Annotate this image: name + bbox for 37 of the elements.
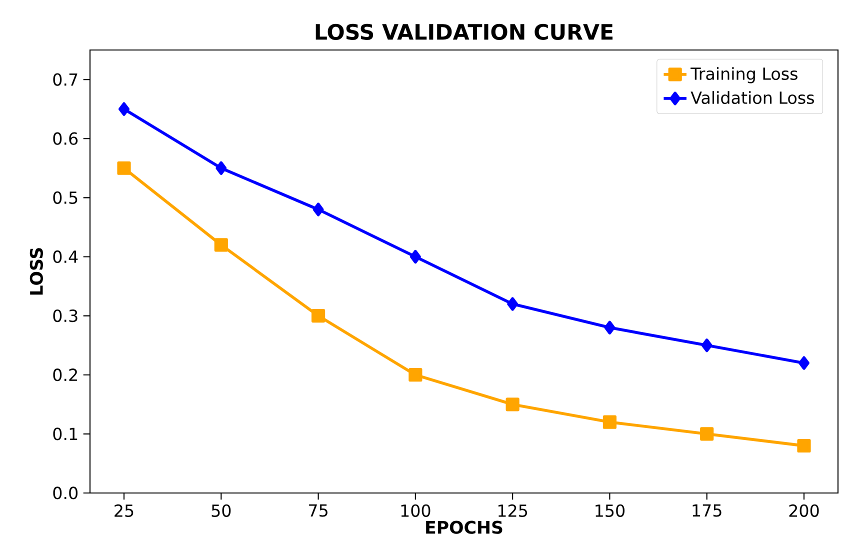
point: [701, 338, 712, 352]
point: [506, 398, 520, 412]
point: [602, 415, 617, 429]
point: [214, 238, 228, 252]
point: [118, 102, 130, 116]
y-tick-label: 0.7: [53, 73, 78, 86]
x-tick-label: 100: [401, 504, 430, 517]
point: [216, 161, 227, 175]
x-axis-title: EPOCHS: [426, 520, 502, 534]
y-axis-title: LOSS: [30, 248, 43, 295]
y-tick-label: 0.5: [53, 191, 78, 204]
legend-label: Training Loss: [690, 67, 798, 84]
point: [507, 297, 518, 311]
point: [117, 161, 131, 175]
y-tick-label: 0.0: [53, 486, 78, 500]
y-tick-label: 0.2: [53, 368, 77, 382]
point: [312, 202, 324, 216]
x-tick-label: 75: [309, 504, 328, 517]
x-tick-label: 50: [212, 504, 231, 517]
y-tick-label: 0.4: [53, 250, 78, 264]
x-tick-label: 175: [692, 504, 722, 517]
point: [410, 250, 421, 264]
x-tick-label: 125: [498, 504, 528, 517]
y-tick-label: 0.3: [53, 309, 78, 322]
point: [604, 320, 616, 334]
y-tick-label: 0.6: [53, 132, 78, 145]
point: [408, 368, 422, 382]
y-tick-label: 0.1: [53, 428, 78, 440]
point: [797, 438, 811, 453]
point: [700, 427, 714, 441]
point: [798, 356, 810, 370]
legend-label: Validation Loss: [690, 91, 814, 104]
chart-title: LOSS VALIDATION CURVE: [316, 24, 613, 40]
x-tick-label: 25: [114, 504, 134, 517]
point: [311, 308, 326, 323]
x-tick-label: 150: [596, 504, 624, 517]
x-tick-label: 200: [789, 504, 819, 517]
